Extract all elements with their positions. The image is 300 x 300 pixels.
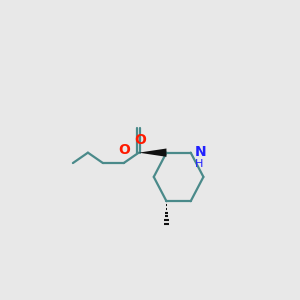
Text: O: O	[134, 133, 146, 147]
Text: O: O	[118, 143, 130, 157]
Text: N: N	[195, 145, 206, 159]
Polygon shape	[139, 148, 166, 157]
Text: H: H	[195, 159, 203, 169]
